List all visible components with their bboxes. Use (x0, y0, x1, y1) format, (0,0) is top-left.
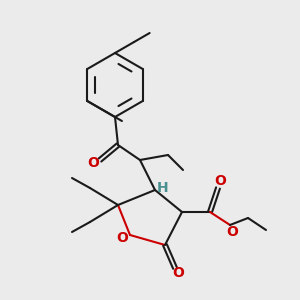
Text: O: O (116, 231, 128, 245)
Text: H: H (157, 181, 169, 195)
Text: O: O (87, 156, 99, 170)
Text: O: O (214, 174, 226, 188)
Text: O: O (172, 266, 184, 280)
Text: O: O (226, 225, 238, 239)
